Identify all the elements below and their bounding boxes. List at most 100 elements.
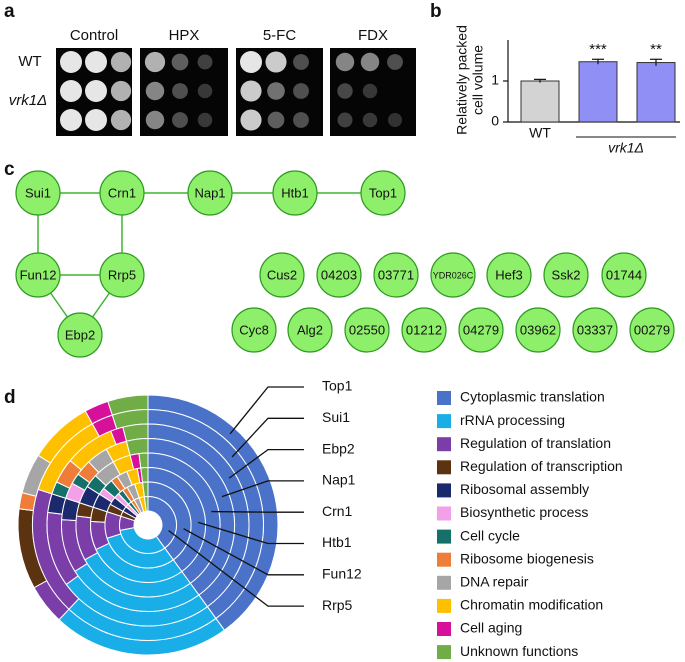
node: [629, 307, 675, 353]
node-label: Hef3: [495, 267, 522, 282]
node-label: Ebp2: [65, 327, 95, 342]
node: [287, 307, 333, 353]
spot: [337, 112, 353, 128]
node-label: Top1: [369, 185, 397, 200]
legend-swatch: [437, 414, 451, 429]
node-label: Nap1: [194, 185, 225, 200]
node-label: Cyc8: [239, 322, 269, 337]
spot: [172, 83, 188, 99]
legend-swatch: [437, 575, 451, 590]
spot: [293, 112, 309, 128]
node: [458, 307, 504, 353]
spot: [362, 83, 378, 99]
callout-line: [228, 448, 304, 479]
column-label: FDX: [358, 27, 388, 44]
ring-segment: [147, 495, 177, 549]
node-label: 03337: [577, 322, 613, 337]
callout-line: [231, 417, 304, 458]
bar: [578, 61, 618, 123]
group-label: vrk1Δ: [608, 140, 644, 156]
spot: [267, 111, 285, 129]
legend-label: Ribosomal assembly: [460, 481, 589, 497]
node-label: 04203: [321, 267, 357, 282]
node: [231, 307, 277, 353]
node: [401, 307, 447, 353]
node: [430, 252, 476, 298]
node-label: Fun12: [20, 267, 57, 282]
node-label: 04279: [463, 322, 499, 337]
node: [360, 170, 406, 216]
column-label: Control: [70, 27, 118, 44]
significance: ***: [589, 41, 607, 58]
spot: [145, 110, 165, 130]
node: [543, 252, 589, 298]
node: [373, 252, 419, 298]
spot: [172, 112, 188, 128]
legend-label: Chromatin modification: [460, 597, 603, 613]
significance: **: [650, 41, 662, 58]
legend-label: Regulation of transcription: [460, 458, 623, 474]
callout-line: [221, 480, 304, 498]
node-label: Sui1: [25, 185, 51, 200]
spot: [171, 53, 189, 71]
node-label: Htb1: [281, 185, 308, 200]
bar: [520, 80, 560, 123]
node: [572, 307, 618, 353]
panel-label: d: [4, 387, 16, 408]
panel-label: b: [430, 1, 442, 22]
spot: [144, 51, 166, 73]
ring-label: Nap1: [322, 472, 356, 488]
legend-swatch: [437, 552, 451, 567]
legend-swatch: [437, 645, 451, 660]
spot: [293, 83, 309, 99]
ring-label: Rrp5: [322, 597, 353, 613]
ring-label: Top1: [322, 378, 353, 394]
spot: [110, 51, 132, 73]
ring-label: Htb1: [322, 534, 352, 550]
spot: [240, 51, 262, 73]
legend-label: DNA repair: [460, 574, 529, 590]
row-label: WT: [18, 53, 41, 70]
callout-line: [183, 528, 304, 576]
spot: [60, 109, 82, 131]
x-tick-label: WT: [529, 125, 551, 141]
node: [486, 252, 532, 298]
spot: [197, 54, 213, 70]
node: [601, 252, 647, 298]
callout-line: [168, 529, 304, 607]
spot: [60, 51, 82, 73]
node: [316, 252, 362, 298]
node: [99, 170, 145, 216]
node: [515, 307, 561, 353]
spot: [360, 52, 380, 72]
spot: [240, 109, 262, 131]
node-label: 03962: [520, 322, 556, 337]
node-label: Cus2: [267, 267, 297, 282]
callout-line: [197, 521, 304, 545]
panel-label: a: [4, 1, 15, 22]
spot: [85, 51, 107, 73]
ring-label: Ebp2: [322, 440, 355, 456]
spot: [293, 54, 309, 70]
y-axis-label: cell volume: [470, 45, 486, 115]
ring-label: Sui1: [322, 409, 350, 425]
spot: [387, 54, 403, 70]
spot: [337, 83, 353, 99]
legend-swatch: [437, 598, 451, 613]
node: [187, 170, 233, 216]
legend-swatch: [437, 460, 451, 475]
ring-segment: [143, 495, 149, 512]
legend-label: Cell cycle: [460, 527, 520, 543]
node: [344, 307, 390, 353]
legend-label: Cytoplasmic translation: [460, 389, 605, 405]
node-label: 01212: [406, 322, 442, 337]
legend-swatch: [437, 622, 451, 636]
panel-label: c: [4, 159, 15, 180]
spot: [85, 80, 107, 102]
ring-segment: [140, 466, 149, 483]
y-tick-label: 1: [491, 72, 499, 88]
spot: [110, 109, 132, 131]
callout-line: [229, 386, 304, 435]
legend-swatch: [437, 437, 451, 452]
ring-label: Crn1: [322, 503, 353, 519]
